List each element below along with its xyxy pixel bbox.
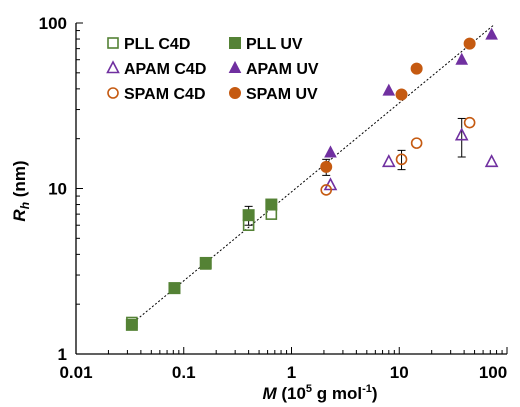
data-point [455,52,469,65]
legend-item-apam-uv: APAM UV [228,60,319,78]
x-tick-label: 100 [479,363,507,382]
legend-label: APAM C4D [124,61,206,78]
y-axis-title: Rh (nm) [10,160,32,221]
legend-item-pll-c4d: PLL C4D [107,36,190,53]
legend-marker [229,37,241,49]
x-tick-label: 1 [287,363,296,382]
data-point [410,137,423,149]
fit-line-group [127,24,494,328]
data-point [463,116,476,129]
legend-item-apam-c4d: APAM C4D [106,60,206,78]
y-tick-label: 10 [48,180,67,199]
data-point [395,88,408,101]
data-point [463,37,476,50]
series-apam-c4d [323,117,499,191]
legend-marker [107,37,119,49]
legend: PLL C4D PLL UV APAM C4D APAM UV SPAM C4D SPAM… [106,36,319,103]
data-point [320,160,333,173]
y-tick-label: 100 [39,14,67,33]
legend-marker [106,60,120,74]
series-apam-uv [324,27,498,158]
x-axis-title: M (105 g mol-1) [262,383,377,403]
data-point [395,153,408,166]
data-point [125,318,138,331]
data-point [168,282,181,295]
legend-item-spam-uv: SPAM UV [229,86,318,103]
x-tick-label: 0.1 [172,363,196,382]
series-pll-uv [125,198,278,331]
x-tick-label: 10 [390,363,409,382]
legend-label: PLL UV [246,36,303,53]
legend-label: SPAM UV [246,86,318,103]
series-spam-uv [320,37,476,176]
data-point [484,154,499,168]
data-marks [125,27,499,331]
data-point [381,154,396,168]
legend-marker [107,87,119,99]
data-point [199,256,212,269]
data-point [410,62,423,75]
legend-label: APAM UV [246,61,319,78]
data-point [242,209,255,222]
x-tick-label: 0.01 [59,363,92,382]
tick-labels: 0.01 0.1 1 10 100 1 10 100 [39,14,508,382]
data-point [320,184,333,196]
y-tick-label: 1 [58,345,67,364]
legend-item-spam-c4d: SPAM C4D [107,86,206,103]
legend-marker [229,87,241,99]
series-spam-c4d [320,116,476,196]
legend-item-pll-uv: PLL UV [229,36,303,53]
legend-label: PLL C4D [124,36,190,53]
legend-marker [228,60,242,73]
data-point [265,208,278,220]
data-point [485,27,498,40]
data-point [265,198,278,211]
data-point [324,145,337,158]
legend-label: SPAM C4D [124,86,206,103]
data-point [454,127,469,141]
axes [75,22,508,355]
fit-line [127,24,494,328]
data-point [382,83,396,96]
